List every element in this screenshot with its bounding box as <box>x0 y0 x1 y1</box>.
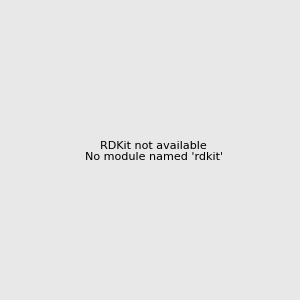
Text: RDKit not available
No module named 'rdkit': RDKit not available No module named 'rdk… <box>85 141 223 162</box>
